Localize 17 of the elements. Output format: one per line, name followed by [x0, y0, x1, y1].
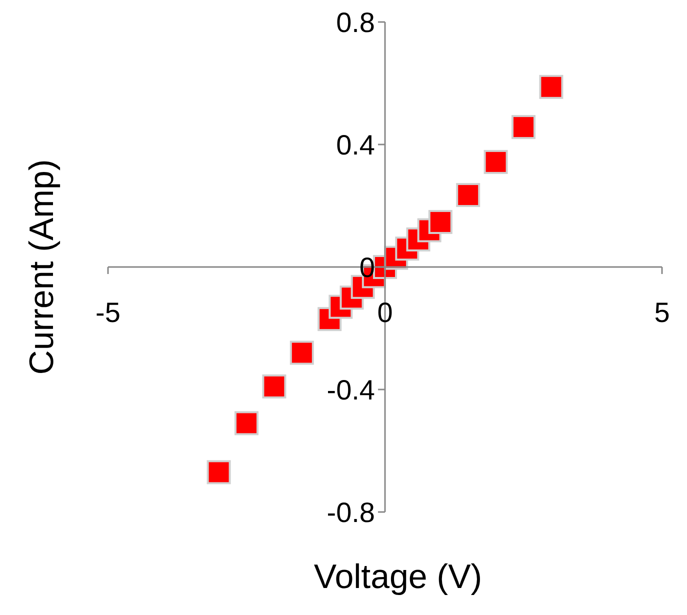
- x-tick-label: 5: [654, 297, 670, 328]
- x-tick-label: -5: [96, 297, 120, 328]
- y-tick-label: 0.8: [336, 7, 375, 38]
- y-axis-title: Current (Amp): [23, 159, 61, 375]
- x-axis-title: Voltage (V): [314, 558, 482, 596]
- point: [290, 340, 314, 365]
- point: [234, 411, 258, 436]
- y-tick-label: -0.4: [326, 374, 375, 406]
- y-tick-label: 0.4: [336, 130, 375, 160]
- point: [428, 210, 452, 234]
- point: [484, 150, 508, 174]
- point: [512, 115, 536, 140]
- point: [456, 183, 480, 208]
- point: [262, 374, 286, 398]
- y-tick-label: -0.8: [326, 497, 375, 528]
- point: [539, 74, 564, 99]
- point: [206, 460, 231, 484]
